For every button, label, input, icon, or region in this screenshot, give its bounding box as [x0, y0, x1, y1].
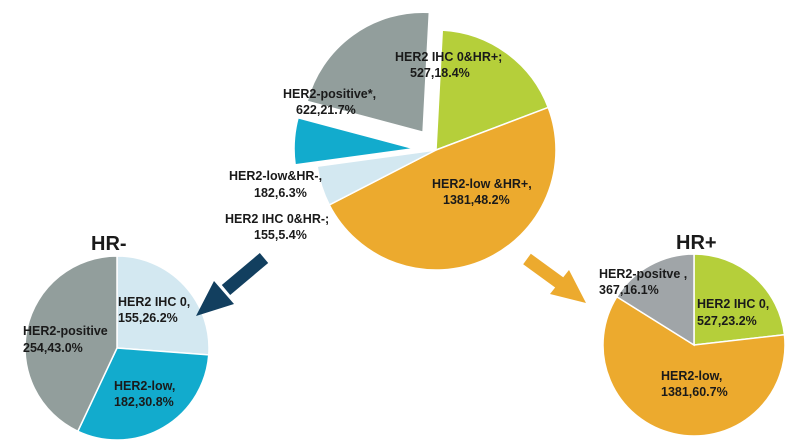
main-label-ihc0-hrneg-name: HER2 IHC 0&HR-; [225, 212, 329, 226]
main-label-low-hrneg: HER2-low&HR-, 182,6.3% [229, 169, 322, 200]
main-label-low-hrneg-name: HER2-low&HR-, [229, 169, 322, 183]
main-label-ihc0-hrneg: HER2 IHC 0&HR-; 155,5.4% [225, 212, 329, 242]
hrneg-label-positive-value: 254,43.0% [23, 341, 83, 355]
hrpos-label-positive-name: HER2-positve , [599, 267, 687, 281]
main-label-low-hrpos: HER2-low &HR+, 1381,48.2% [432, 177, 532, 207]
hr-positive-title: HR+ [676, 232, 717, 254]
hrpos-label-ihc0-name: HER2 IHC 0, [697, 297, 769, 311]
hrneg-label-ihc0: HER2 IHC 0, 155,26.2% [118, 295, 190, 325]
hrpos-label-positive: HER2-positve , 367,16.1% [599, 267, 687, 297]
arrow-to-hr-negative [196, 253, 269, 316]
overall-pie [293, 11, 557, 271]
slice-ihc0_hrpos [435, 29, 550, 152]
hrpos-label-ihc0: HER2 IHC 0, 527,23.2% [697, 297, 769, 328]
slice-low_hrneg [76, 347, 210, 441]
hr-positive-pie [602, 253, 786, 437]
arrow-right-shaft [523, 253, 564, 289]
slice-low_hrpos [602, 295, 786, 437]
slice-ihc0_hrneg [316, 149, 437, 206]
hrpos-label-low: HER2-low, 1381,60.7% [661, 369, 728, 399]
hr-negative-pie [24, 255, 210, 441]
arrow-left-shaft [221, 253, 269, 295]
slice-her2_positive [306, 11, 431, 134]
main-label-low-hrneg-value: 182,6.3% [254, 186, 307, 200]
hrpos-label-positive-value: 367,16.1% [599, 283, 659, 297]
main-label-ihc0-hrpos: HER2 IHC 0&HR+; 527,18.4% [395, 50, 502, 80]
slice-ihc0_hrneg [116, 255, 210, 356]
hrpos-label-ihc0-value: 527,23.2% [697, 314, 757, 328]
hrneg-label-low-value: 182,30.8% [114, 395, 174, 409]
hrneg-label-low: HER2-low, 182,30.8% [114, 379, 175, 409]
slice-low_hrpos [328, 106, 557, 271]
main-label-her2-positive-name: HER2-positive*, [283, 87, 376, 101]
main-label-ihc0-hrneg-value: 155,5.4% [254, 228, 307, 242]
hrneg-label-ihc0-name: HER2 IHC 0, [118, 295, 190, 309]
main-label-ihc0-hrpos-name: HER2 IHC 0&HR+; [395, 50, 502, 64]
hr-negative-title: HR- [91, 233, 127, 255]
slice-low_hrneg [293, 116, 415, 166]
hrneg-label-low-name: HER2-low, [114, 379, 175, 393]
hrneg-label-positive-name: HER2-positive [23, 324, 108, 338]
main-label-her2-positive-value: 622,21.7% [296, 103, 356, 117]
slice-ihc0_hrpos [693, 253, 786, 346]
hrneg-label-ihc0-value: 155,26.2% [118, 311, 178, 325]
arrow-right-head [550, 270, 586, 303]
main-label-low-hrpos-name: HER2-low &HR+, [432, 177, 532, 191]
main-label-ihc0-hrpos-value: 527,18.4% [410, 66, 470, 80]
arrow-to-hr-positive [523, 253, 586, 303]
main-label-low-hrpos-value: 1381,48.2% [443, 193, 510, 207]
hrpos-label-low-name: HER2-low, [661, 369, 722, 383]
arrow-left-head [196, 281, 234, 316]
main-label-her2-positive: HER2-positive*, 622,21.7% [283, 87, 376, 117]
hrneg-label-positive: HER2-positive 254,43.0% [23, 324, 108, 355]
hrpos-label-low-value: 1381,60.7% [661, 385, 728, 399]
slice-her2_positive [615, 253, 695, 347]
slice-her2_positive [24, 255, 118, 433]
